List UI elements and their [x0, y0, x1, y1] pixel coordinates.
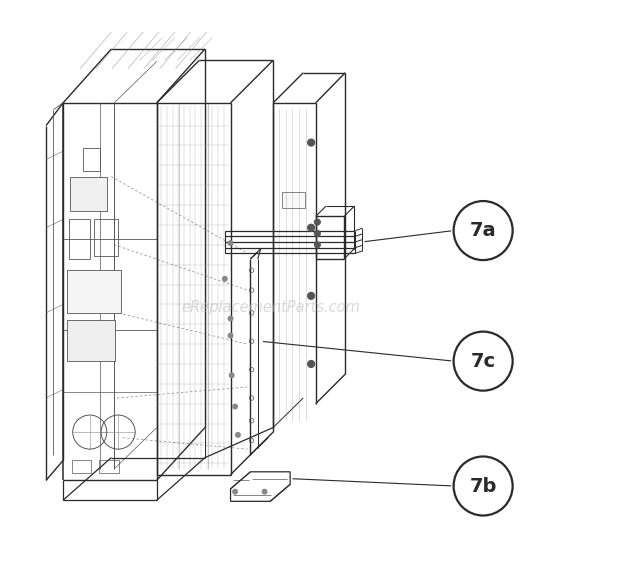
FancyBboxPatch shape	[67, 320, 115, 361]
Circle shape	[308, 139, 314, 146]
Circle shape	[229, 373, 234, 378]
Text: 7c: 7c	[471, 352, 495, 370]
Circle shape	[308, 361, 314, 368]
Circle shape	[308, 224, 314, 231]
Circle shape	[262, 489, 267, 494]
FancyBboxPatch shape	[67, 270, 121, 313]
Circle shape	[232, 404, 237, 409]
Circle shape	[314, 242, 320, 248]
FancyBboxPatch shape	[71, 176, 107, 211]
Text: 7a: 7a	[470, 221, 497, 240]
Circle shape	[223, 277, 227, 281]
FancyBboxPatch shape	[281, 192, 306, 208]
Circle shape	[232, 489, 237, 494]
Circle shape	[314, 230, 320, 236]
Circle shape	[228, 241, 232, 245]
Text: 7b: 7b	[469, 476, 497, 496]
Circle shape	[314, 219, 320, 225]
Circle shape	[308, 292, 314, 299]
Circle shape	[236, 432, 240, 437]
Text: eReplacementParts.com: eReplacementParts.com	[181, 300, 360, 315]
Circle shape	[228, 316, 232, 321]
Circle shape	[228, 333, 232, 338]
